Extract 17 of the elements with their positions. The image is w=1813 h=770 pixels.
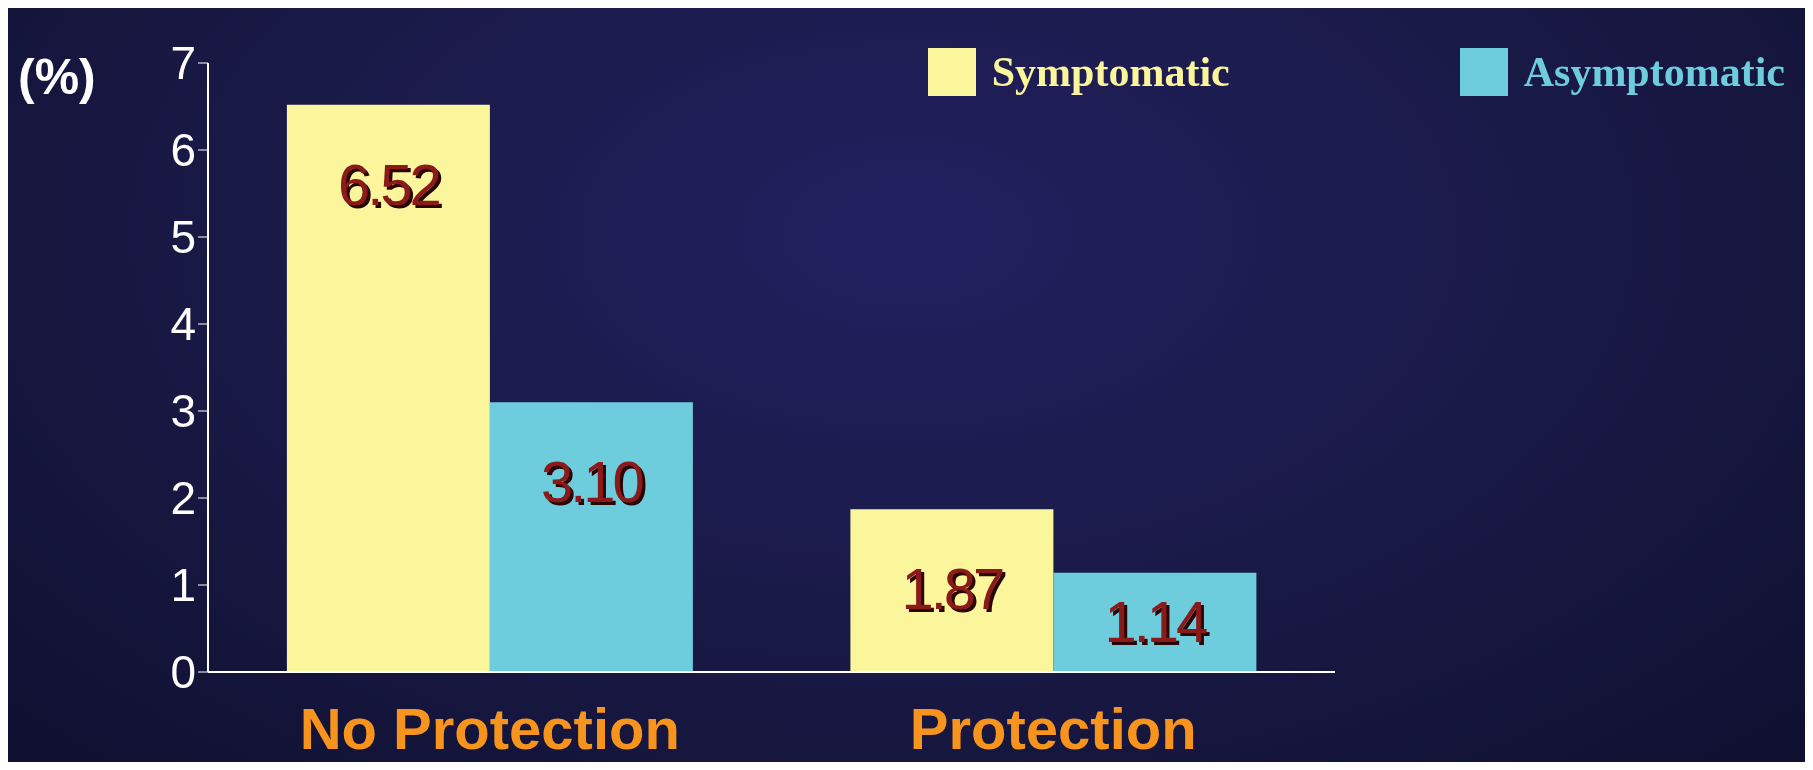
legend-label: Symptomatic <box>991 48 1230 96</box>
y-tick-label: 7 <box>170 37 196 90</box>
x-tick-label: No Protection <box>299 696 680 762</box>
y-tick-label: 5 <box>170 211 196 264</box>
data-label: 3.10 <box>540 449 643 515</box>
data-label: 1.87 <box>901 556 1004 622</box>
y-axis-title: (%) <box>18 48 96 106</box>
y-tick-label: 2 <box>170 472 196 525</box>
data-label: 6.52 <box>337 151 440 217</box>
legend-label: Asymptomatic <box>1523 48 1785 96</box>
y-tick-label: 1 <box>170 559 196 612</box>
y-tick-label: 6 <box>170 124 196 177</box>
x-tick-label: Protection <box>909 696 1197 762</box>
y-tick-label: 3 <box>170 385 196 438</box>
y-tick-label: 4 <box>170 298 196 351</box>
y-tick-label: 0 <box>170 646 196 699</box>
data-label: 1.14 <box>1104 589 1208 655</box>
